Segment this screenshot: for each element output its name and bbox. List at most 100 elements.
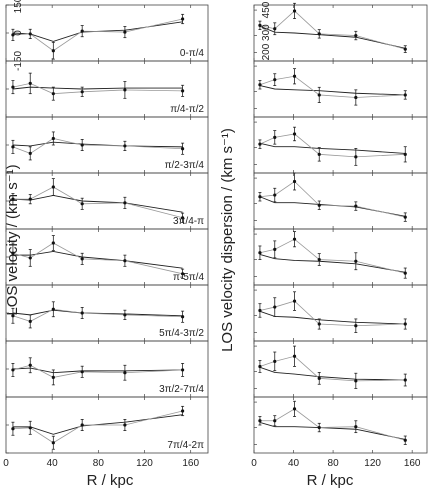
right-panel-5: [253, 228, 428, 286]
data-point: [80, 423, 84, 427]
data-point: [80, 370, 84, 374]
data-point: [123, 313, 127, 317]
data-point: [403, 438, 407, 442]
right-panel-1: 450 200 300: [253, 1, 428, 62]
data-point: [317, 322, 321, 326]
data-point: [317, 203, 321, 207]
data-point: [292, 237, 297, 241]
data-line: [12, 18, 183, 52]
left-panel-2: π/4-π/2: [5, 60, 209, 118]
data-point: [354, 259, 358, 263]
model-line: [259, 254, 406, 273]
model-line: [259, 422, 406, 440]
data-point: [403, 378, 407, 382]
data-point: [51, 49, 55, 53]
right-x-tick-label: 80: [328, 458, 340, 469]
left-x-tick-label: 120: [136, 458, 153, 469]
data-point: [11, 145, 15, 149]
model-line: [259, 196, 406, 217]
model-line: [12, 414, 183, 435]
data-point: [28, 363, 32, 367]
data-point: [292, 407, 297, 411]
data-line: [259, 75, 406, 98]
model-line: [259, 85, 406, 96]
data-point: [292, 74, 297, 78]
data-point: [354, 155, 358, 159]
data-point: [51, 185, 55, 189]
right-panel-2: [253, 60, 428, 118]
data-line: [259, 10, 406, 50]
data-point: [123, 144, 127, 148]
data-line: [12, 364, 183, 378]
y-tick-label: 450: [261, 1, 272, 18]
data-point: [273, 78, 277, 82]
data-point: [273, 305, 277, 309]
data-point: [258, 23, 262, 27]
data-point: [403, 271, 407, 275]
data-point: [11, 314, 15, 318]
y-tick-label: 150: [13, 0, 24, 13]
model-line: [12, 86, 183, 90]
panel-frame: [253, 4, 428, 62]
model-line: [12, 141, 183, 148]
right-x-tick-label: 160: [404, 458, 421, 469]
data-point: [354, 33, 358, 38]
right-y-axis-label: LOS velocity dispersion / (km s⁻¹): [219, 128, 236, 352]
left-panel-8: 7π/4-2π: [5, 396, 209, 454]
panel-frame: [253, 284, 428, 342]
left-x-tick-label: 80: [93, 458, 105, 469]
model-line: [259, 366, 406, 381]
left-x-tick-label: 40: [47, 458, 59, 469]
data-point: [273, 135, 277, 139]
data-point: [80, 143, 84, 147]
panel-label: 3π/2-7π/4: [159, 384, 204, 395]
data-line: [259, 408, 406, 441]
data-point: [11, 33, 15, 37]
data-point: [28, 197, 32, 201]
data-point: [258, 419, 262, 423]
data-point: [317, 425, 321, 430]
panel-frame: [253, 340, 428, 398]
data-point: [51, 375, 55, 379]
data-line: [12, 308, 183, 322]
panel-frame: [253, 116, 428, 174]
data-point: [258, 251, 262, 255]
data-point: [181, 368, 185, 372]
data-point: [403, 215, 407, 219]
data-point: [273, 247, 277, 251]
data-point: [258, 142, 262, 146]
data-point: [258, 308, 262, 313]
panel-frame: [253, 396, 428, 454]
data-point: [354, 324, 358, 328]
data-point: [258, 364, 262, 369]
data-point: [11, 251, 15, 255]
data-point: [28, 151, 32, 155]
data-point: [80, 202, 84, 206]
data-point: [181, 216, 185, 220]
data-point: [292, 132, 297, 136]
data-point: [80, 257, 84, 261]
left-y-axis-label: LOS velocity / (km s⁻¹): [4, 164, 21, 315]
right-panel-8: [253, 396, 428, 454]
data-point: [181, 147, 185, 151]
data-point: [403, 322, 407, 326]
data-point: [317, 32, 321, 36]
data-point: [317, 376, 321, 380]
data-line: [259, 180, 406, 218]
data-line: [12, 82, 183, 95]
data-line: [259, 133, 406, 158]
data-point: [181, 272, 185, 276]
left-panel-7: 3π/2-7π/4: [5, 340, 209, 398]
data-point: [11, 368, 15, 372]
data-line: [12, 138, 183, 154]
data-point: [80, 90, 84, 94]
data-point: [403, 152, 407, 156]
data-point: [80, 311, 84, 315]
data-point: [181, 17, 185, 21]
panel-frame: [253, 172, 428, 230]
model-line: [259, 310, 406, 325]
data-point: [80, 29, 84, 33]
data-point: [28, 319, 32, 323]
